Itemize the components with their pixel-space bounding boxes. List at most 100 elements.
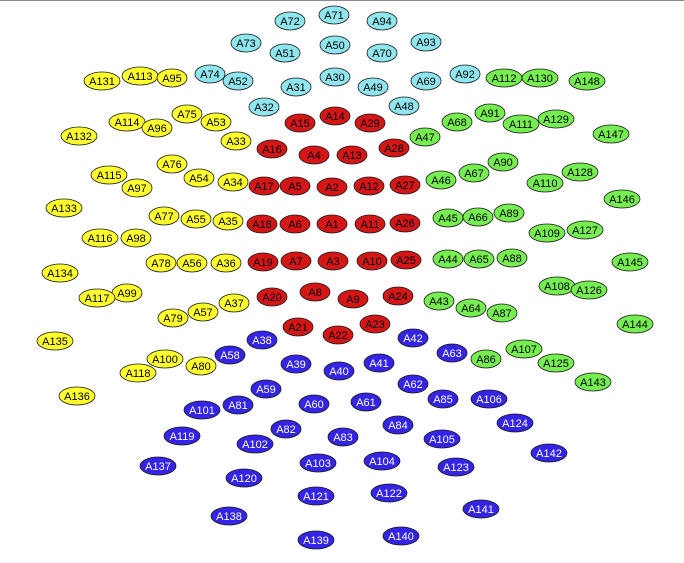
electrode-ellipse bbox=[185, 356, 217, 376]
electrode-ellipse bbox=[317, 251, 349, 271]
electrode-a119: A119 bbox=[163, 426, 201, 446]
electrode-label: A116 bbox=[88, 233, 113, 245]
electrode-label: A107 bbox=[511, 344, 537, 356]
electrode-a127: A127 bbox=[566, 220, 604, 240]
electrode-ellipse bbox=[363, 353, 395, 373]
electrode-label: A7 bbox=[289, 256, 302, 268]
electrode-a98: A98 bbox=[120, 228, 152, 248]
electrode-a95: A95 bbox=[156, 68, 188, 88]
electrode-label: A141 bbox=[468, 504, 494, 516]
electrode-a105: A105 bbox=[423, 429, 461, 449]
electrode-label: A18 bbox=[252, 219, 272, 231]
electrode-ellipse bbox=[83, 71, 121, 91]
electrode-ellipse bbox=[449, 64, 481, 84]
electrode-label: A146 bbox=[609, 194, 635, 206]
electrode-label: A28 bbox=[384, 143, 404, 155]
electrode-label: A126 bbox=[576, 285, 602, 297]
electrode-ellipse bbox=[425, 170, 457, 190]
electrode-a112: A112 bbox=[485, 68, 523, 88]
electrode-a92: A92 bbox=[449, 64, 481, 84]
electrode-label: A137 bbox=[145, 461, 171, 473]
electrode-label: A26 bbox=[395, 218, 415, 230]
electrode-a132: A132 bbox=[60, 126, 98, 146]
electrode-ellipse bbox=[139, 456, 177, 476]
electrode-a19: A19 bbox=[247, 252, 279, 272]
electrode-label: A13 bbox=[342, 150, 362, 162]
electrode-label: A135 bbox=[42, 336, 68, 348]
electrode-ellipse bbox=[470, 389, 508, 409]
electrode-ellipse bbox=[230, 33, 262, 53]
electrode-ellipse bbox=[390, 250, 422, 270]
electrode-ellipse bbox=[319, 106, 351, 126]
electrode-label: A133 bbox=[51, 203, 77, 215]
electrode-ellipse bbox=[60, 126, 98, 146]
electrode-label: A88 bbox=[502, 253, 522, 265]
electrode-a32: A32 bbox=[248, 97, 280, 117]
yellow-electrode-group: A131 A113 A95 A114 A75 A53 A96 A132 A33 A76 A115 A5… bbox=[36, 66, 252, 406]
electrode-label: A96 bbox=[147, 123, 167, 135]
electrode-label: A106 bbox=[476, 394, 502, 406]
electrode-a11: A11 bbox=[354, 214, 386, 234]
electrode-label: A90 bbox=[493, 157, 513, 169]
electrode-a65: A65 bbox=[463, 249, 495, 269]
electrode-a31: A31 bbox=[280, 77, 312, 97]
electrode-a58: A58 bbox=[214, 345, 246, 365]
electrode-label: A23 bbox=[365, 319, 385, 331]
electrode-a97: A97 bbox=[121, 178, 153, 198]
electrode-ellipse bbox=[119, 363, 157, 383]
electrode-label: A143 bbox=[580, 377, 606, 389]
electrode-a147: A147 bbox=[592, 124, 630, 144]
electrode-a86: A86 bbox=[470, 349, 502, 369]
electrode-a16: A16 bbox=[256, 139, 288, 159]
electrode-ellipse bbox=[322, 325, 354, 345]
electrode-ellipse bbox=[462, 207, 494, 227]
electrode-label: A91 bbox=[480, 108, 500, 120]
electrode-label: A145 bbox=[617, 257, 643, 269]
electrode-label: A120 bbox=[231, 473, 257, 485]
electrode-label: A12 bbox=[359, 181, 379, 193]
electrode-label: A53 bbox=[206, 117, 226, 129]
electrode-ellipse bbox=[496, 248, 528, 268]
electrode-ellipse bbox=[611, 252, 649, 272]
electrode-label: A129 bbox=[543, 114, 569, 126]
electrode-a27: A27 bbox=[389, 175, 421, 195]
electrode-label: A57 bbox=[193, 307, 213, 319]
electrode-label: A30 bbox=[325, 72, 345, 84]
electrode-ellipse bbox=[336, 145, 368, 165]
electrode-ellipse bbox=[319, 67, 351, 87]
electrode-label: A130 bbox=[527, 73, 553, 85]
electrode-a51: A51 bbox=[269, 43, 301, 63]
electrode-label: A40 bbox=[329, 366, 349, 378]
electrode-label: A109 bbox=[534, 228, 560, 240]
electrode-a41: A41 bbox=[363, 353, 395, 373]
electrode-a64: A64 bbox=[455, 298, 487, 318]
electrode-ellipse bbox=[410, 32, 442, 52]
electrode-a8: A8 bbox=[299, 282, 331, 302]
electrode-ellipse bbox=[297, 530, 335, 550]
electrode-a20: A20 bbox=[256, 287, 288, 307]
electrode-a83: A83 bbox=[327, 427, 359, 447]
electrode-a77: A77 bbox=[148, 206, 180, 226]
electrode-ellipse bbox=[156, 68, 188, 88]
electrode-a63: A63 bbox=[436, 343, 468, 363]
electrode-label: A99 bbox=[117, 288, 137, 300]
electrode-label: A29 bbox=[360, 118, 380, 130]
electrode-ellipse bbox=[423, 291, 455, 311]
electrode-ellipse bbox=[222, 71, 254, 91]
electrode-label: A102 bbox=[242, 439, 268, 451]
electrode-a146: A146 bbox=[603, 189, 641, 209]
electrode-label: A61 bbox=[356, 397, 376, 409]
electrode-ellipse bbox=[528, 223, 566, 243]
electrode-a107: A107 bbox=[505, 339, 543, 359]
electrode-a144: A144 bbox=[616, 314, 654, 334]
electrode-a71: A71 bbox=[318, 5, 350, 25]
electrode-ellipse bbox=[570, 280, 608, 300]
electrode-a106: A106 bbox=[470, 389, 508, 409]
electrode-ellipse bbox=[493, 203, 525, 223]
electrode-label: A11 bbox=[361, 219, 380, 231]
electrode-ellipse bbox=[318, 5, 350, 25]
electrode-a136: A136 bbox=[58, 386, 96, 406]
electrode-ellipse bbox=[441, 112, 473, 132]
electrode-a40: A40 bbox=[323, 361, 355, 381]
